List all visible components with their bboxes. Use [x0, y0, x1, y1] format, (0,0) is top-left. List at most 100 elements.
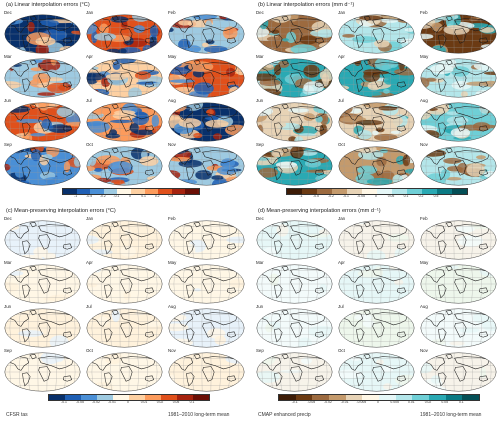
longitude-line: [444, 220, 446, 260]
coastline: [62, 331, 73, 338]
coastline: [111, 310, 119, 316]
coastline: [372, 322, 385, 338]
map-border: [168, 220, 245, 260]
map-border: [168, 146, 245, 186]
month-label: Dec: [256, 10, 264, 15]
colorbar-tick-label: -0.5: [313, 194, 319, 198]
coastline: [91, 356, 111, 371]
anomaly-patch: [359, 15, 384, 21]
world-map: [338, 220, 415, 260]
longitude-line: [192, 308, 194, 348]
coastline: [202, 150, 238, 164]
colorbar-tick-label: 0.1: [403, 194, 409, 198]
coastline: [226, 243, 237, 250]
longitude-line: [28, 308, 30, 348]
colorbar-tick-label: 0.05: [387, 194, 395, 198]
colorbar-swatch: [279, 395, 296, 400]
anomaly-patch: [354, 58, 362, 67]
world-map: [168, 14, 245, 54]
colorbar-swatch: [395, 395, 413, 400]
map-border: [168, 14, 245, 54]
coastline: [111, 266, 119, 272]
colorbar: [278, 394, 480, 401]
anomaly-patch: [350, 355, 361, 362]
map-border: [338, 308, 415, 348]
longitude-line: [471, 146, 473, 186]
coastline: [290, 278, 303, 294]
map-border: [256, 14, 333, 54]
map-cell: Sep: [4, 142, 81, 186]
coastline: [193, 104, 201, 110]
anomaly-patch: [86, 340, 98, 347]
longitude-line: [280, 220, 282, 260]
coastline: [454, 322, 467, 338]
anomaly-patch: [214, 335, 227, 345]
anomaly-patch: [27, 21, 35, 32]
coastline: [104, 372, 113, 387]
coastline: [111, 148, 119, 154]
longitude-line: [389, 264, 391, 304]
coastline: [202, 18, 238, 32]
coastline: [454, 356, 490, 370]
coastline: [290, 312, 326, 326]
map-border: [168, 308, 245, 348]
anomaly-patch: [183, 279, 192, 285]
anomaly-patch: [16, 118, 43, 124]
anomaly-patch: [426, 59, 438, 65]
coastline: [281, 222, 289, 228]
anomaly-patch: [54, 354, 65, 362]
colorbar-tick-label: 0.05: [441, 400, 448, 404]
colorbar: [62, 188, 200, 195]
coastline: [363, 310, 371, 316]
coastline: [38, 28, 51, 44]
map-cell: Dec: [256, 216, 333, 260]
longitude-line: [362, 352, 364, 392]
world-map: [86, 102, 163, 142]
coastline: [173, 312, 193, 327]
coastline: [478, 125, 489, 132]
coastline: [104, 78, 113, 93]
coastline: [120, 366, 133, 382]
map-cell: Oct: [338, 142, 415, 186]
anomaly-patch: [181, 14, 188, 17]
longitude-line: [137, 352, 139, 392]
world-map: [168, 308, 245, 348]
colorbar-tick-label: -0.1: [61, 400, 67, 404]
colorbar-swatch: [429, 395, 446, 400]
colorbar-swatch: [49, 395, 65, 400]
coastline: [372, 116, 385, 132]
colorbar-tick-label: 0.02: [156, 400, 164, 404]
world-map: [256, 220, 333, 260]
coastline: [396, 169, 407, 176]
anomaly-patch: [383, 383, 392, 390]
map-cell: Aug: [420, 304, 497, 348]
coastline: [445, 148, 453, 154]
map-border: [338, 146, 415, 186]
coastline: [202, 224, 238, 238]
anomaly-patch: [205, 119, 229, 128]
anomaly-patch: [35, 43, 49, 54]
anomaly-patch: [487, 235, 497, 241]
coastline: [281, 148, 289, 154]
longitude-line: [362, 58, 364, 98]
world-map: [420, 352, 497, 392]
coastline: [202, 322, 215, 338]
map-cell: Mar: [4, 54, 81, 98]
month-label: Oct: [86, 142, 93, 147]
map-cell: Feb: [168, 216, 245, 260]
map-border: [338, 264, 415, 304]
coastline: [111, 60, 119, 66]
anomaly-patch: [259, 59, 266, 67]
month-label: Apr: [86, 260, 93, 265]
anomaly-patch: [381, 18, 399, 23]
anomaly-patch: [301, 357, 312, 365]
map-border: [256, 352, 333, 392]
coastline: [120, 106, 156, 120]
coastline: [454, 160, 467, 176]
anomaly-patch: [86, 120, 110, 133]
coastline: [144, 81, 155, 88]
coastline: [120, 224, 156, 238]
longitude-line: [389, 14, 391, 54]
anomaly-patch: [457, 235, 484, 247]
coastline: [372, 28, 385, 44]
